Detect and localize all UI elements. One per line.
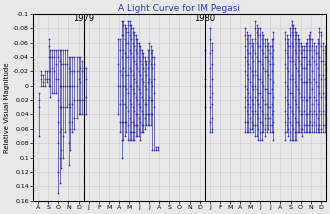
Text: 1980: 1980 [194,14,215,23]
Y-axis label: Relative Visual Magnitude: Relative Visual Magnitude [4,62,10,153]
Text: 1979: 1979 [73,14,94,23]
Title: A Light Curve for IM Pegasi: A Light Curve for IM Pegasi [118,4,241,13]
